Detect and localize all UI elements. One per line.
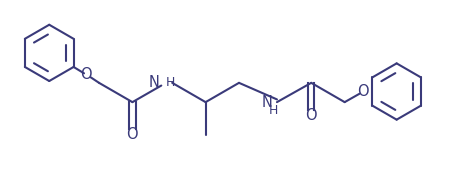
Text: O: O [80,67,92,82]
Text: N: N [149,75,159,90]
Text: N: N [261,95,272,110]
Text: O: O [305,108,317,123]
Text: H: H [269,104,278,117]
Text: H: H [166,76,175,89]
Text: O: O [127,127,138,142]
Text: O: O [357,84,369,99]
